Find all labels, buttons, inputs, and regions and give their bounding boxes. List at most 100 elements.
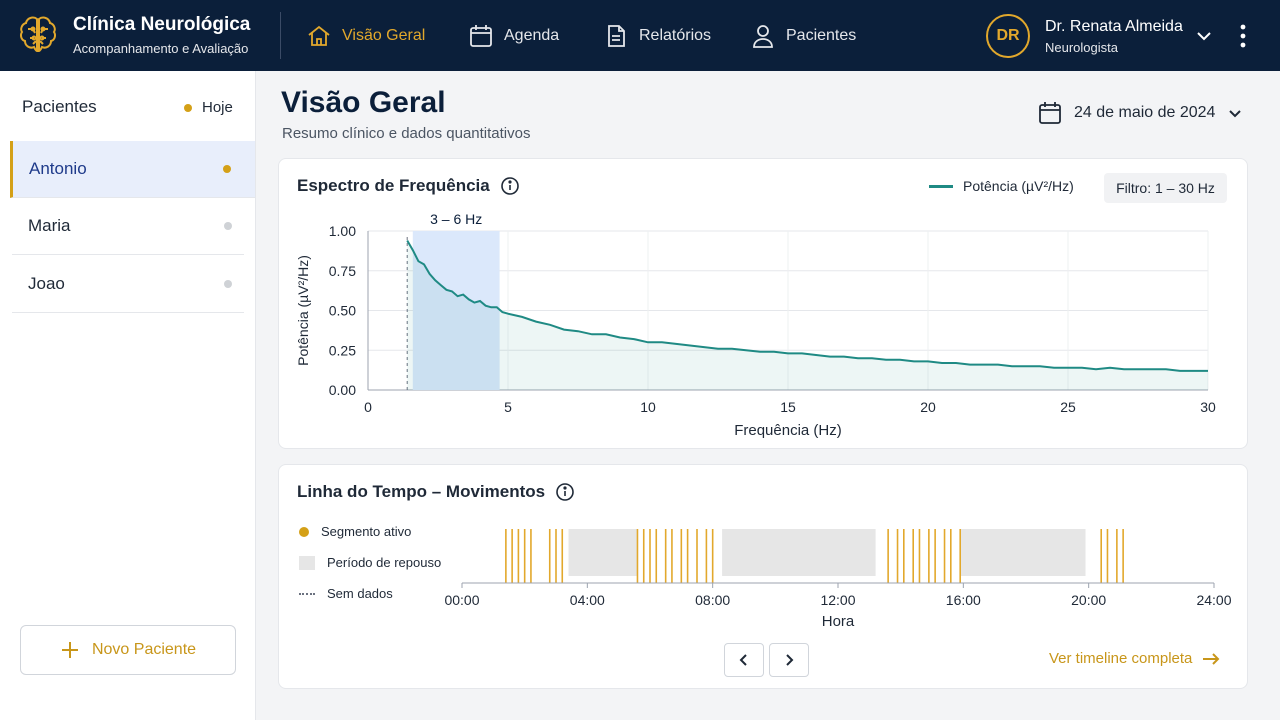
legend-active-label: Segmento ativo bbox=[321, 524, 412, 539]
y-axis-label: Potência (µV²/Hz) bbox=[295, 255, 311, 366]
legend-nodata-label: Sem dados bbox=[327, 586, 393, 601]
series-line-potencia bbox=[406, 239, 1208, 372]
x-tick-label: 25 bbox=[1060, 399, 1076, 415]
nav-label: Relatórios bbox=[639, 27, 712, 44]
time-tick-label: 08:00 bbox=[695, 592, 730, 608]
time-tick-label: 00:00 bbox=[444, 592, 479, 608]
page-subtitle: Resumo clínico e dados quantitativos bbox=[282, 125, 531, 142]
status-dot bbox=[224, 280, 232, 288]
today-label: Hoje bbox=[202, 99, 233, 116]
y-tick-label: 0.75 bbox=[329, 263, 356, 279]
previous-button[interactable] bbox=[724, 643, 764, 677]
x-tick-label: 5 bbox=[504, 399, 512, 415]
today-filter[interactable]: Hoje bbox=[184, 99, 233, 116]
chevron-down-icon[interactable] bbox=[1194, 26, 1214, 46]
dashed-line-icon bbox=[299, 592, 315, 595]
timeline-chart: 00:00 04:00 08:00 12:00 16:00 20:00 24:00 Hora bbox=[444, 529, 1232, 630]
y-tick-label: 1.00 bbox=[329, 223, 356, 239]
y-tick-label: 0.00 bbox=[329, 382, 356, 398]
nav-label: Agenda bbox=[504, 27, 560, 44]
patients-sidebar: Pacientes Hoje Antonio Maria Joao Novo P… bbox=[0, 71, 256, 720]
x-tick-label: 30 bbox=[1200, 399, 1216, 415]
nav-relatorios[interactable]: Relatórios bbox=[603, 20, 711, 52]
time-tick-label: 16:00 bbox=[946, 592, 981, 608]
legend-rest-label: Período de repouso bbox=[327, 555, 442, 570]
page-title: Visão Geral bbox=[281, 86, 446, 119]
brand-title: Clínica Neurológica bbox=[73, 14, 251, 35]
patient-name: Maria bbox=[28, 216, 71, 235]
y-tick-label: 0.50 bbox=[329, 303, 356, 319]
time-tick-label: 24:00 bbox=[1196, 592, 1231, 608]
legend-swatch bbox=[929, 184, 953, 188]
next-button[interactable] bbox=[769, 643, 809, 677]
user-icon bbox=[753, 25, 773, 48]
chart-legend: Potência (µV²/Hz) bbox=[929, 178, 1074, 194]
chevron-down-icon bbox=[1229, 110, 1242, 118]
patient-name: Antonio bbox=[29, 159, 87, 178]
time-tick-label: 04:00 bbox=[570, 592, 605, 608]
rest-period bbox=[960, 529, 1086, 576]
user-role: Neurologista bbox=[1045, 40, 1118, 55]
status-dot bbox=[184, 103, 192, 112]
timeline-title: Linha do Tempo – Movimentos bbox=[297, 482, 546, 501]
legend-label: Potência (µV²/Hz) bbox=[963, 178, 1074, 194]
x-tick-label: 15 bbox=[780, 399, 796, 415]
document-icon bbox=[608, 25, 625, 47]
nav-agenda[interactable]: Agenda bbox=[468, 20, 559, 52]
info-icon[interactable] bbox=[555, 482, 575, 502]
legend-rest: Período de repouso bbox=[299, 555, 441, 570]
brain-logo-icon bbox=[20, 16, 56, 53]
timeline-title-row: Linha do Tempo – Movimentos bbox=[297, 482, 575, 502]
home-icon bbox=[308, 25, 330, 46]
rest-period bbox=[568, 529, 638, 576]
patient-item-joao[interactable]: Joao bbox=[12, 256, 244, 313]
brand-subtitle: Acompanhamento e Avaliação bbox=[73, 41, 249, 56]
sidebar-title: Pacientes bbox=[22, 97, 97, 116]
y-tick-label: 0.25 bbox=[329, 342, 356, 358]
top-bar: Clínica Neurológica Acompanhamento e Ava… bbox=[0, 0, 1280, 71]
new-patient-button[interactable]: Novo Paciente bbox=[20, 625, 236, 675]
chevron-left-icon bbox=[739, 654, 747, 666]
x-tick-label: 10 bbox=[640, 399, 656, 415]
date-picker[interactable]: 24 de maio de 2024 bbox=[1038, 100, 1243, 126]
patient-name: Joao bbox=[28, 274, 65, 293]
x-axis-label: Frequência (Hz) bbox=[734, 422, 842, 439]
x-tick-label: 0 bbox=[364, 399, 372, 415]
new-patient-label: Novo Paciente bbox=[91, 641, 197, 658]
calendar-icon bbox=[1039, 102, 1061, 124]
rest-swatch-icon bbox=[299, 555, 315, 570]
info-icon[interactable] bbox=[500, 176, 520, 196]
arrow-right-icon bbox=[1203, 652, 1220, 665]
legend-nodata: Sem dados bbox=[299, 586, 393, 601]
x-tick-label: 20 bbox=[920, 399, 936, 415]
header-divider bbox=[280, 12, 281, 59]
nav-visao-geral[interactable]: Visão Geral bbox=[306, 20, 425, 52]
link-label: Ver timeline completa bbox=[1049, 650, 1193, 667]
spectrum-card: Espectro de Frequência Potência (µV²/Hz)… bbox=[278, 158, 1248, 449]
selected-date: 24 de maio de 2024 bbox=[1074, 104, 1216, 121]
spectrum-title-row: Espectro de Frequência bbox=[297, 176, 520, 196]
status-dot bbox=[224, 222, 232, 230]
nav-pacientes[interactable]: Pacientes bbox=[750, 20, 856, 52]
series-area bbox=[407, 240, 1208, 390]
spectrum-chart: 0.00 0.25 0.50 0.75 1.00 0 5 10 15 20 25 30 3 – 6 Hz… bbox=[295, 211, 1216, 439]
more-options-icon[interactable] bbox=[1234, 22, 1252, 50]
highlight-band bbox=[412, 231, 500, 390]
time-tick-label: 20:00 bbox=[1071, 592, 1106, 608]
active-dot-icon bbox=[299, 526, 309, 537]
spectrum-title: Espectro de Frequência bbox=[297, 176, 490, 195]
legend-active: Segmento ativo bbox=[299, 524, 411, 539]
time-tick-label: 12:00 bbox=[820, 592, 855, 608]
band-label: 3 – 6 Hz bbox=[430, 211, 482, 227]
nav-label: Pacientes bbox=[786, 27, 857, 44]
patient-item-maria[interactable]: Maria bbox=[12, 198, 244, 255]
filter-badge[interactable]: Filtro: 1 – 30 Hz bbox=[1104, 173, 1227, 203]
user-name: Dr. Renata Almeida bbox=[1045, 18, 1183, 35]
x-axis-label: Hora bbox=[822, 613, 855, 630]
nav-label: Visão Geral bbox=[342, 27, 426, 44]
timeline-card: Linha do Tempo – Movimentos Segmento ati… bbox=[278, 464, 1248, 689]
user-avatar[interactable]: DR bbox=[986, 14, 1030, 58]
view-full-timeline-link[interactable]: Ver timeline completa bbox=[1049, 650, 1220, 667]
patient-item-antonio[interactable]: Antonio bbox=[10, 141, 255, 198]
calendar-icon bbox=[470, 25, 492, 47]
